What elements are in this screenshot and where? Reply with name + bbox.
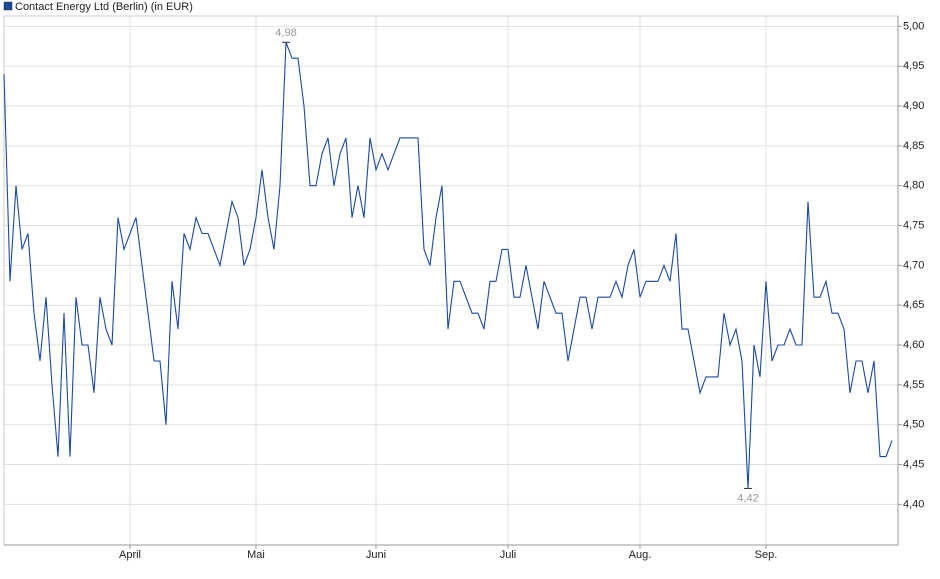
extreme-label: 4,42 xyxy=(737,492,758,504)
x-tick-label: Juni xyxy=(366,549,386,561)
y-tick-label: 4,95 xyxy=(903,60,924,72)
y-tick-label: 4,55 xyxy=(903,379,924,391)
y-tick-label: 4,45 xyxy=(903,458,924,470)
legend-label: Contact Energy Ltd (Berlin) (in EUR) xyxy=(15,1,193,13)
y-tick-label: 4,85 xyxy=(903,140,924,152)
y-tick-label: 4,90 xyxy=(903,100,924,112)
y-tick-label: 4,50 xyxy=(903,419,924,431)
x-tick-label: Mai xyxy=(247,549,265,561)
y-tick-label: 5,00 xyxy=(903,20,924,32)
y-tick-label: 4,70 xyxy=(903,259,924,271)
y-tick-label: 4,75 xyxy=(903,219,924,231)
y-tick-label: 4,80 xyxy=(903,180,924,192)
x-tick-label: April xyxy=(119,549,141,561)
x-tick-label: Juli xyxy=(500,549,517,561)
legend-swatch xyxy=(3,1,13,11)
extreme-label: 4,98 xyxy=(275,27,296,39)
y-tick-label: 4,65 xyxy=(903,299,924,311)
x-tick-label: Sep. xyxy=(755,549,778,561)
y-tick-label: 4,40 xyxy=(903,498,924,510)
price-line xyxy=(3,42,893,489)
y-tick-label: 4,60 xyxy=(903,339,924,351)
x-tick-label: Aug. xyxy=(629,549,652,561)
